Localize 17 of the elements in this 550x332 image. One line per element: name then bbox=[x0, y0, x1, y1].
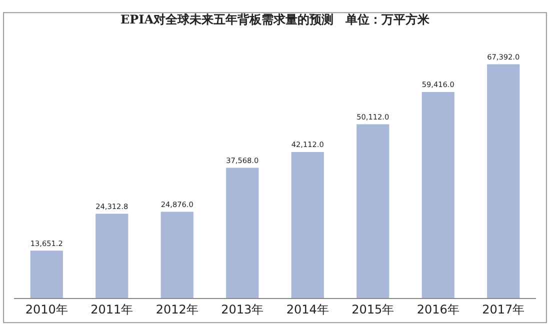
bar bbox=[291, 152, 324, 298]
x-tick-label: 2017年 bbox=[482, 302, 525, 316]
bar bbox=[487, 64, 520, 298]
bar bbox=[226, 168, 259, 298]
x-tick-label: 2010年 bbox=[25, 302, 68, 316]
x-tick-label: 2013年 bbox=[221, 302, 264, 316]
bar bbox=[30, 250, 63, 298]
x-tick-label: 2014年 bbox=[286, 302, 329, 316]
x-tick-label: 2016年 bbox=[416, 302, 460, 316]
x-tick-label: 2015年 bbox=[352, 302, 394, 316]
bar bbox=[96, 214, 128, 298]
bar bbox=[160, 212, 194, 298]
x-tick-label: 2012年 bbox=[156, 302, 198, 316]
bar bbox=[356, 124, 390, 298]
x-tick-label: 2011年 bbox=[90, 302, 134, 316]
bar bbox=[422, 92, 454, 298]
chart-title: EPIA对全球未来五年背板需求量的预测 单位：万平方米 bbox=[120, 12, 431, 26]
